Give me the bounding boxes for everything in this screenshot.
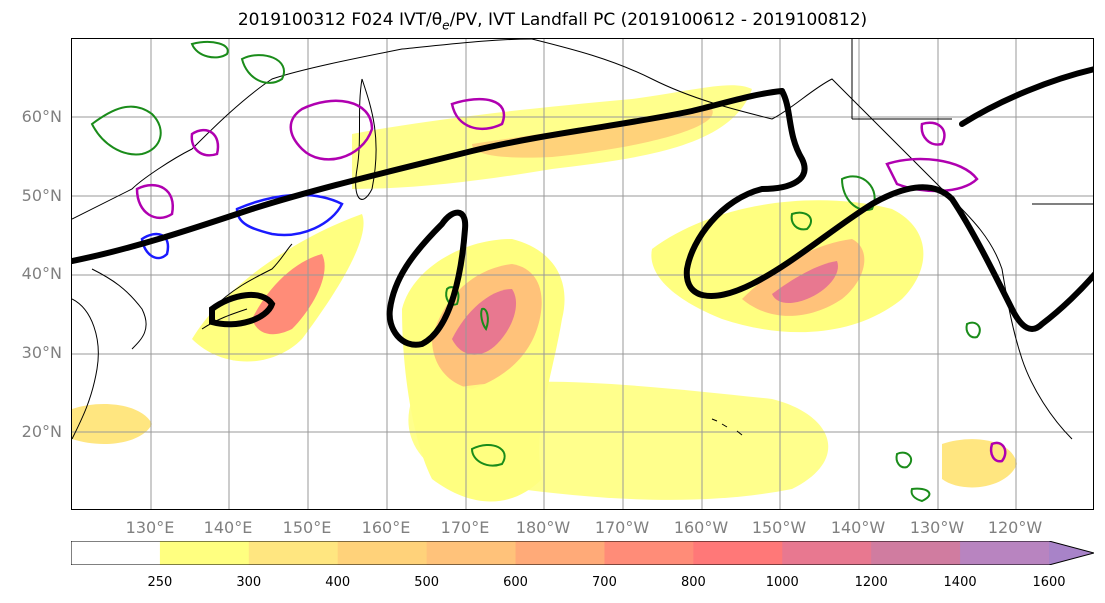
lon-label: 160°W xyxy=(673,518,729,537)
japan xyxy=(201,243,293,330)
pc-central-loop xyxy=(386,209,469,348)
lon-label: 150°W xyxy=(751,518,807,537)
kamchatka xyxy=(355,78,377,200)
ivt-hawaii-east xyxy=(942,439,1017,488)
ivt-central-core xyxy=(452,289,517,355)
lat-label: 30°N xyxy=(21,343,62,362)
pc-east-north xyxy=(959,66,1093,127)
coastlines xyxy=(72,39,1093,440)
colorbar-tick-label: 300 xyxy=(236,575,262,590)
colorbar-tick-label: 1600 xyxy=(1032,575,1066,590)
ivt-shading xyxy=(72,85,1017,502)
map-panel xyxy=(71,38,1094,510)
colorbar-tick-label: 500 xyxy=(414,575,440,590)
colorbar-extend-triangle xyxy=(1049,541,1094,565)
lon-label: 140°W xyxy=(830,518,886,537)
canada-border xyxy=(851,39,1093,205)
pv-contours xyxy=(135,97,1007,463)
gridlines xyxy=(72,39,1093,509)
ivt-west-tropics xyxy=(72,404,152,444)
asia-coast xyxy=(72,39,533,220)
colorbar-cell xyxy=(960,541,1050,565)
lon-label: 130°W xyxy=(909,518,965,537)
colorbar-cell xyxy=(248,541,339,565)
colorbar-tick-label: 700 xyxy=(592,575,617,590)
ivt-south-band xyxy=(408,381,829,500)
colorbar-cell xyxy=(693,541,783,565)
lat-label: 40°N xyxy=(21,264,62,283)
lon-label: 130°E xyxy=(125,518,175,537)
ivt-japan-core xyxy=(252,254,325,335)
colorbar-tick-label: 250 xyxy=(147,575,173,590)
colorbar xyxy=(71,541,1094,565)
pc-main-fold xyxy=(683,88,1093,332)
hawaii xyxy=(711,418,743,436)
map-title: 2019100312 F024 IVT/θe/PV, IVT Landfall … xyxy=(237,10,868,33)
colorbar-tick-label: 400 xyxy=(325,575,351,590)
na-west-coast xyxy=(951,198,1073,440)
pc-japan-loop xyxy=(209,291,276,328)
colorbar-tick-label: 1000 xyxy=(765,575,799,590)
lon-label: 170°W xyxy=(594,518,650,537)
lat-label: 50°N xyxy=(21,186,62,205)
colorbar-tick-label: 1400 xyxy=(943,575,977,590)
lat-label: 20°N xyxy=(21,422,62,441)
colorbar-cell xyxy=(871,541,961,565)
colorbar-cell xyxy=(159,541,250,565)
ivt-landfall-pc-contours xyxy=(72,66,1093,348)
colorbar-cell xyxy=(782,541,872,565)
theta-e-contours xyxy=(90,41,981,503)
map-svg xyxy=(72,39,1093,509)
colorbar-tick-label: 600 xyxy=(503,575,528,590)
lat-label: 60°N xyxy=(21,107,62,126)
colorbar-cell xyxy=(515,541,605,565)
lon-label: 150°E xyxy=(282,518,332,537)
lon-label: 170°E xyxy=(440,518,490,537)
colorbar-tick-label: 800 xyxy=(680,575,706,590)
colorbar-cell xyxy=(604,541,694,565)
colorbar-outline xyxy=(71,541,1094,565)
colorbar-cell xyxy=(337,541,428,565)
korea-china xyxy=(72,268,147,440)
lon-label: 140°E xyxy=(203,518,253,537)
lon-label: 180°W xyxy=(515,518,571,537)
colorbar-cell xyxy=(71,541,161,565)
ivt-east-core xyxy=(772,261,838,304)
pc-main-line xyxy=(72,88,785,264)
lon-label: 120°W xyxy=(987,518,1043,537)
colorbar-cell xyxy=(426,541,517,565)
lon-label: 160°E xyxy=(361,518,411,537)
colorbar-tick-label: 1200 xyxy=(854,575,888,590)
